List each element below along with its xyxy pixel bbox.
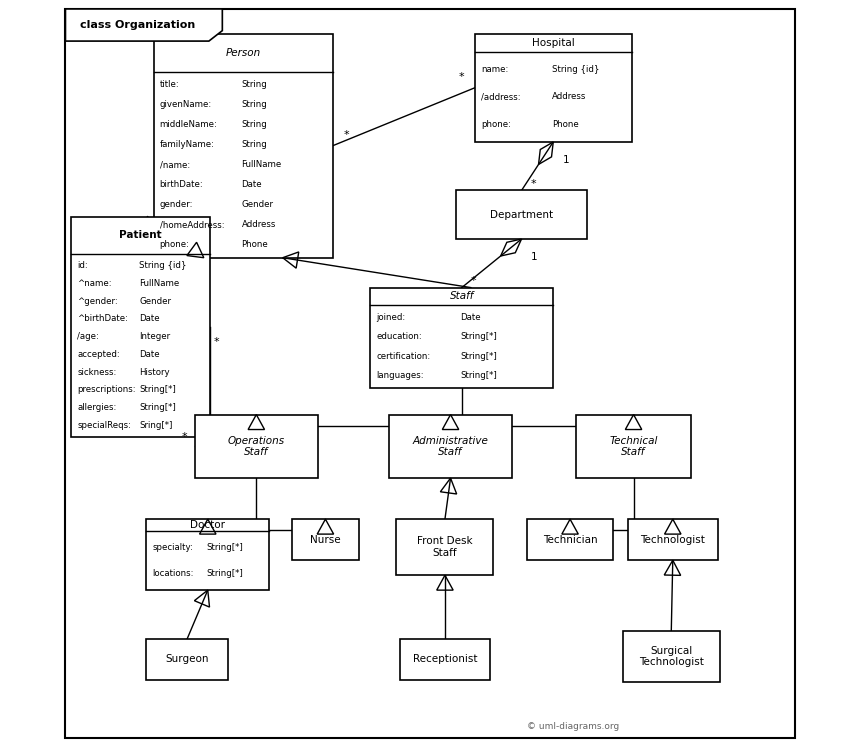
Text: givenName:: givenName: (160, 100, 212, 109)
Text: phone:: phone: (481, 120, 511, 128)
Text: String {id}: String {id} (139, 261, 187, 270)
Text: String[*]: String[*] (139, 385, 176, 394)
Text: Department: Department (490, 210, 553, 220)
Bar (371, 288, 553, 388)
Text: *: * (470, 276, 476, 286)
Text: Doctor: Doctor (190, 520, 225, 530)
Text: /homeAddress:: /homeAddress: (160, 220, 224, 229)
Text: /age:: /age: (77, 332, 99, 341)
Text: Address: Address (551, 93, 586, 102)
Bar (396, 519, 494, 575)
Text: String: String (242, 140, 267, 149)
Text: Receptionist: Receptionist (413, 654, 477, 664)
Text: Phone: Phone (242, 241, 268, 249)
Text: Technical
Staff: Technical Staff (610, 436, 658, 457)
Bar (628, 519, 717, 560)
Text: ^gender:: ^gender: (77, 297, 118, 306)
Bar (456, 190, 587, 239)
Text: Technician: Technician (543, 535, 598, 545)
Text: Date: Date (460, 313, 481, 322)
Text: Integer: Integer (139, 332, 170, 341)
Bar (71, 217, 210, 437)
Text: Technologist: Technologist (641, 535, 705, 545)
Text: Front Desk
Staff: Front Desk Staff (417, 536, 473, 558)
Text: 1: 1 (563, 155, 569, 165)
Text: specialty:: specialty: (152, 543, 193, 552)
Bar (146, 639, 228, 680)
Bar (623, 631, 720, 682)
Text: *: * (181, 433, 187, 442)
Text: String[*]: String[*] (460, 352, 497, 361)
Text: String[*]: String[*] (206, 569, 243, 578)
Bar (575, 415, 691, 478)
Text: Person: Person (225, 48, 261, 58)
Text: 1: 1 (531, 252, 538, 262)
Text: FullName: FullName (139, 279, 180, 288)
Text: *: * (344, 130, 350, 140)
Text: locations:: locations: (152, 569, 194, 578)
Bar (146, 519, 269, 590)
Text: String {id}: String {id} (551, 65, 599, 74)
Bar (154, 34, 333, 258)
Text: specialReqs:: specialReqs: (77, 421, 132, 430)
Text: class Organization: class Organization (80, 20, 195, 30)
Text: Surgical
Technologist: Surgical Technologist (639, 646, 703, 667)
Text: languages:: languages: (376, 371, 424, 380)
Text: © uml-diagrams.org: © uml-diagrams.org (527, 722, 619, 731)
Text: String[*]: String[*] (206, 543, 243, 552)
Text: Nurse: Nurse (310, 535, 341, 545)
Polygon shape (65, 9, 223, 41)
Text: Date: Date (139, 314, 160, 323)
Text: name:: name: (481, 65, 508, 74)
Text: joined:: joined: (376, 313, 405, 322)
Text: education:: education: (376, 332, 422, 341)
Text: ^birthDate:: ^birthDate: (77, 314, 128, 323)
Text: Date: Date (139, 350, 160, 359)
Text: title:: title: (160, 80, 180, 89)
Bar (527, 519, 613, 560)
Text: FullName: FullName (242, 160, 282, 170)
Text: Operations
Staff: Operations Staff (228, 436, 285, 457)
Bar (194, 415, 318, 478)
Text: Phone: Phone (551, 120, 579, 128)
Text: Administrative
Staff: Administrative Staff (413, 436, 488, 457)
Text: accepted:: accepted: (77, 350, 120, 359)
Text: ^name:: ^name: (77, 279, 112, 288)
Text: allergies:: allergies: (77, 403, 117, 412)
Text: Staff: Staff (450, 291, 474, 301)
Text: prescriptions:: prescriptions: (77, 385, 136, 394)
Text: gender:: gender: (160, 200, 194, 209)
Text: Gender: Gender (139, 297, 171, 306)
Text: Gender: Gender (242, 200, 273, 209)
Text: sickness:: sickness: (77, 368, 117, 376)
Text: birthDate:: birthDate: (160, 180, 203, 189)
Text: *: * (213, 338, 219, 347)
Text: Patient: Patient (120, 230, 162, 241)
Bar (475, 34, 632, 142)
Text: String: String (242, 80, 267, 89)
Text: middleName:: middleName: (160, 120, 218, 129)
Text: Surgeon: Surgeon (165, 654, 209, 664)
Text: String: String (242, 100, 267, 109)
Bar (292, 519, 359, 560)
Text: certification:: certification: (376, 352, 431, 361)
Text: id:: id: (77, 261, 89, 270)
Text: History: History (139, 368, 169, 376)
Text: Sring[*]: Sring[*] (139, 421, 173, 430)
Text: *: * (458, 72, 464, 82)
Text: phone:: phone: (160, 241, 189, 249)
Text: Date: Date (242, 180, 262, 189)
Bar (400, 639, 489, 680)
Text: Hospital: Hospital (531, 38, 574, 48)
Bar (389, 415, 513, 478)
Text: String[*]: String[*] (139, 403, 176, 412)
Text: String: String (242, 120, 267, 129)
Text: *: * (531, 179, 536, 189)
Text: familyName:: familyName: (160, 140, 215, 149)
Text: /address:: /address: (481, 93, 520, 102)
Text: /name:: /name: (160, 160, 190, 170)
Text: String[*]: String[*] (460, 371, 497, 380)
Text: String[*]: String[*] (460, 332, 497, 341)
Text: Address: Address (242, 220, 276, 229)
